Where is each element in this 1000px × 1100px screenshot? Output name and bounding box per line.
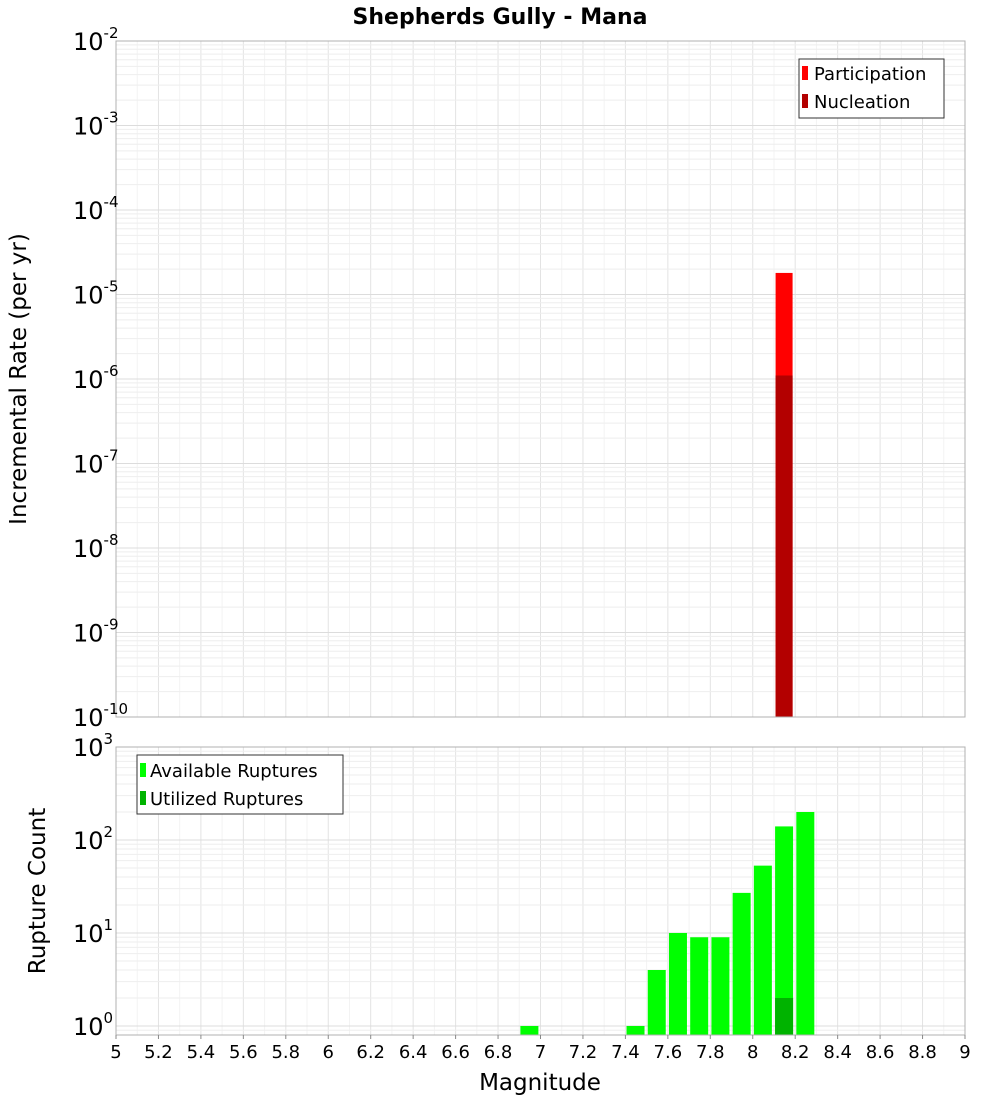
y-tick-base: 10 xyxy=(73,1013,104,1041)
x-tick-label: 7.8 xyxy=(696,1042,725,1063)
top-legend: Participation Nucleation xyxy=(798,58,945,119)
utilized-ruptures-bar xyxy=(775,997,794,1035)
available-ruptures-bar xyxy=(690,937,709,1035)
available-ruptures-bar xyxy=(520,1025,539,1035)
legend-label-nucleation: Nucleation xyxy=(814,92,910,113)
y-tick-exponent: -9 xyxy=(104,616,119,634)
y-tick-label: 10-6 xyxy=(73,362,119,394)
top-gridlines xyxy=(115,41,966,718)
y-tick-base: 10 xyxy=(73,734,104,762)
y-tick-base: 10 xyxy=(73,366,104,394)
x-tick-label: 8.6 xyxy=(866,1042,895,1063)
x-tick-label: 5.2 xyxy=(144,1042,173,1063)
x-tick-label: 6 xyxy=(323,1042,334,1063)
y-tick-base: 10 xyxy=(73,197,104,225)
top-bars xyxy=(775,272,793,717)
y-tick-base: 10 xyxy=(73,704,104,732)
y-tick-label: 100 xyxy=(73,1009,113,1041)
x-tick-label: 5.4 xyxy=(187,1042,216,1063)
x-tick-label: 8 xyxy=(747,1042,758,1063)
available-ruptures-bar xyxy=(775,826,794,1035)
y-tick-base: 10 xyxy=(73,620,104,648)
y-tick-label: 102 xyxy=(73,823,113,855)
y-tick-exponent: -6 xyxy=(104,362,119,380)
x-tick-label: 6.8 xyxy=(484,1042,513,1063)
y-tick-base: 10 xyxy=(73,282,104,310)
legend-label-available: Available Ruptures xyxy=(150,761,318,782)
top-y-axis-label: Incremental Rate (per yr) xyxy=(6,233,32,525)
bottom-y-axis-label: Rupture Count xyxy=(25,808,51,974)
x-tick-label: 5 xyxy=(110,1042,121,1063)
bottom-legend-box xyxy=(136,754,344,815)
legend-swatch-participation xyxy=(802,66,808,80)
x-tick-label: 8.2 xyxy=(781,1042,810,1063)
available-ruptures-bar xyxy=(753,865,772,1035)
x-tick-label: 6.2 xyxy=(356,1042,385,1063)
y-tick-label: 10-9 xyxy=(73,616,119,648)
y-tick-exponent: -3 xyxy=(104,109,119,127)
y-tick-exponent: -4 xyxy=(104,193,119,211)
x-tick-label: 5.6 xyxy=(229,1042,258,1063)
top-panel: 10-210-310-410-510-610-710-810-910-10 In… xyxy=(6,24,966,732)
y-tick-label: 10-3 xyxy=(73,109,119,141)
y-tick-exponent: -8 xyxy=(104,531,119,549)
x-tick-labels: 5 5.2 5.4 5.6 5.8 6 6.2 6.4 6.6 6.8 7 7.2 7.4 7.6 7.8 8… xyxy=(110,1035,971,1063)
y-tick-label: 10-2 xyxy=(73,24,119,56)
available-ruptures-bar xyxy=(711,937,730,1035)
y-tick-base: 10 xyxy=(73,827,104,855)
x-tick-label: 8.8 xyxy=(908,1042,937,1063)
x-tick-label: 6.6 xyxy=(441,1042,470,1063)
nucleation-bar xyxy=(775,375,793,717)
y-tick-exponent: -7 xyxy=(104,447,119,465)
available-ruptures-bar xyxy=(732,892,751,1035)
y-tick-label: 10-10 xyxy=(73,700,128,732)
y-tick-exponent: -2 xyxy=(104,24,119,42)
y-tick-exponent: 1 xyxy=(104,916,114,934)
x-tick-label: 7 xyxy=(535,1042,546,1063)
y-tick-base: 10 xyxy=(73,451,104,479)
legend-swatch-utilized xyxy=(140,791,146,805)
legend-swatch-nucleation xyxy=(802,94,808,108)
top-legend-box xyxy=(798,58,945,119)
available-ruptures-bar xyxy=(626,1025,645,1035)
x-tick-label: 7.2 xyxy=(569,1042,598,1063)
y-tick-base: 10 xyxy=(73,535,104,563)
x-axis-label: Magnitude xyxy=(479,1070,601,1096)
x-tick-label: 9 xyxy=(959,1042,970,1063)
x-tick-label: 5.8 xyxy=(271,1042,300,1063)
y-tick-exponent: 0 xyxy=(104,1009,114,1027)
available-ruptures-bar xyxy=(668,932,687,1035)
y-tick-label: 103 xyxy=(73,730,113,762)
top-y-tick-labels: 10-210-310-410-510-610-710-810-910-10 xyxy=(73,24,128,732)
y-tick-base: 10 xyxy=(73,113,104,141)
y-tick-label: 101 xyxy=(73,916,113,948)
y-tick-label: 10-5 xyxy=(73,278,119,310)
y-tick-exponent: -5 xyxy=(104,278,119,296)
bottom-legend: Available Ruptures Utilized Ruptures xyxy=(136,754,344,815)
y-tick-exponent: 3 xyxy=(104,730,114,748)
chart-title: Shepherds Gully - Mana xyxy=(353,5,648,30)
y-tick-label: 10-7 xyxy=(73,447,119,479)
available-ruptures-bar xyxy=(796,812,815,1035)
y-tick-exponent: 2 xyxy=(104,823,114,841)
x-tick-label: 7.4 xyxy=(611,1042,640,1063)
legend-label-utilized: Utilized Ruptures xyxy=(150,789,303,810)
legend-swatch-available xyxy=(140,763,146,777)
y-tick-exponent: -10 xyxy=(104,700,129,718)
y-tick-base: 10 xyxy=(73,28,104,56)
legend-label-participation: Participation xyxy=(814,64,926,85)
x-tick-label: 8.4 xyxy=(823,1042,852,1063)
x-tick-label: 6.4 xyxy=(399,1042,428,1063)
y-tick-label: 10-4 xyxy=(73,193,119,225)
bottom-bars xyxy=(520,812,815,1035)
y-tick-base: 10 xyxy=(73,920,104,948)
x-tick-label: 7.6 xyxy=(654,1042,683,1063)
y-tick-label: 10-8 xyxy=(73,531,119,563)
top-plot-border xyxy=(115,40,966,718)
available-ruptures-bar xyxy=(647,969,666,1035)
